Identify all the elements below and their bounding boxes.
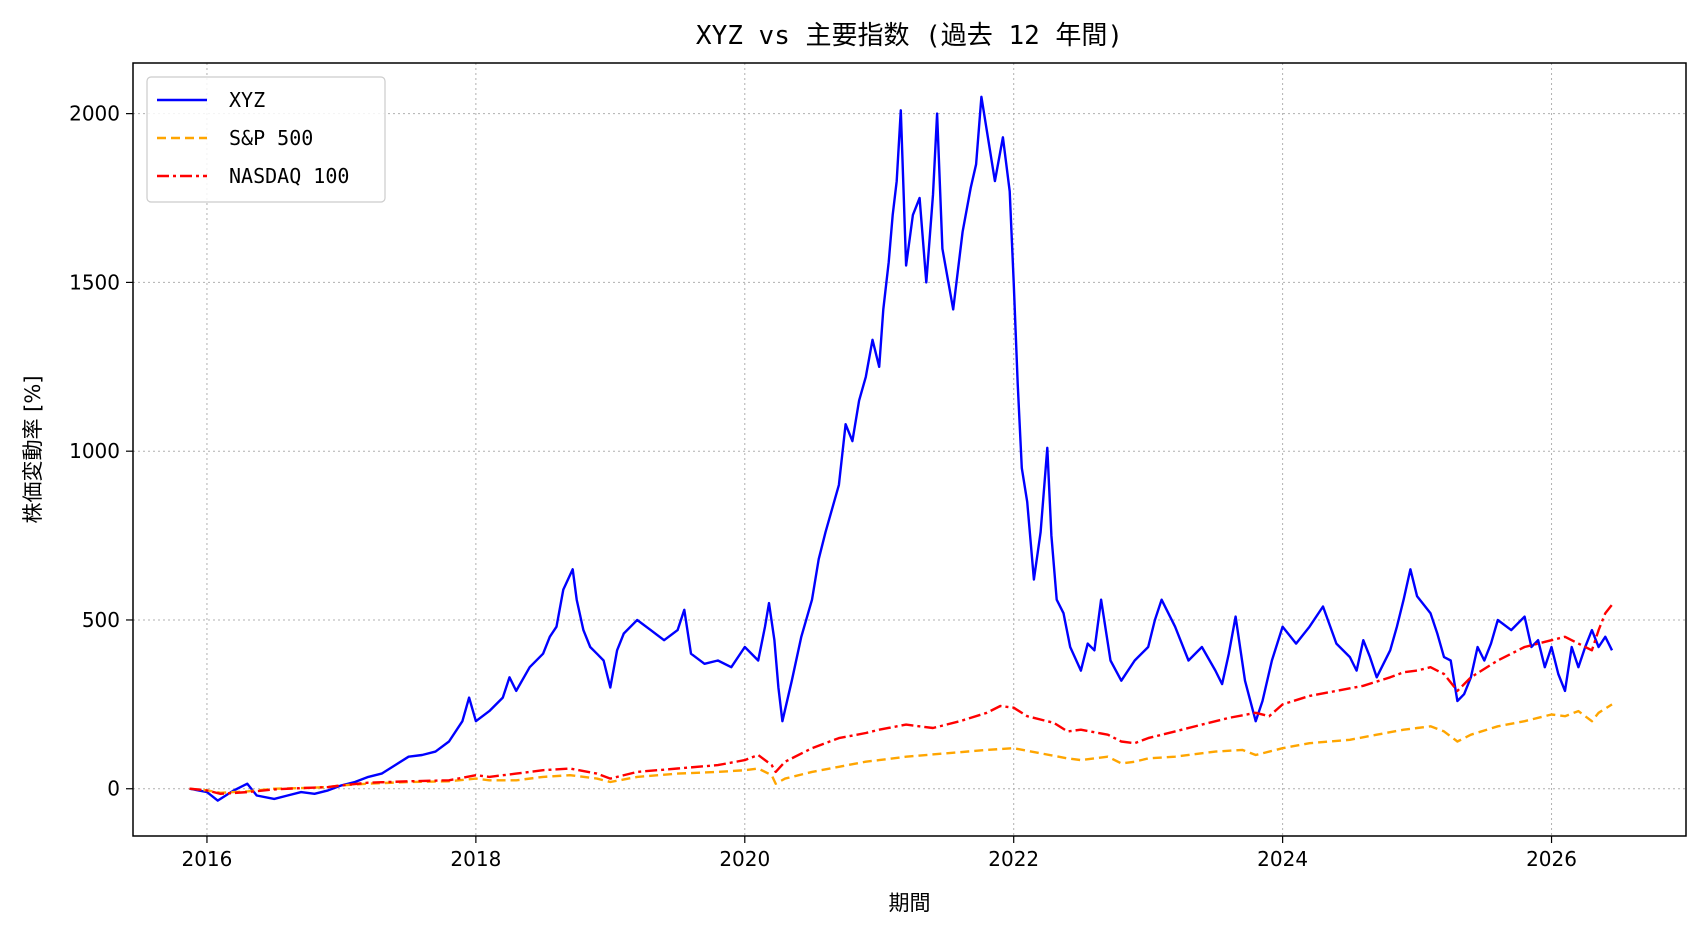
axis-ticks: 2016 2018 2020 2022 2024 2026 0 500 1000 1500 2000 — [69, 102, 1577, 871]
y-tick-label: 1500 — [69, 270, 120, 294]
y-axis-label: 株価変動率 [%] — [21, 375, 45, 523]
x-tick-label: 2026 — [1526, 847, 1577, 871]
legend-label: NASDAQ 100 — [229, 164, 349, 188]
legend-box — [146, 76, 386, 203]
y-tick-label: 1000 — [69, 439, 120, 463]
x-tick-label: 2024 — [1257, 847, 1308, 871]
series-line-xyz — [189, 95, 1614, 802]
legend-label: XYZ — [229, 88, 265, 112]
grid — [133, 63, 1686, 836]
y-tick-label: 0 — [107, 777, 120, 801]
y-tick-label: 2000 — [69, 102, 120, 126]
series-line-s-p-500 — [189, 703, 1613, 794]
x-tick-label: 2016 — [181, 847, 232, 871]
x-tick-label: 2020 — [719, 847, 770, 871]
x-tick-label: 2018 — [450, 847, 501, 871]
legend: XYZ S&P 500 NASDAQ 100 — [146, 76, 386, 203]
legend-label: S&P 500 — [229, 126, 313, 150]
x-axis-label: 期間 — [889, 891, 931, 915]
series-line-nasdaq-100 — [189, 604, 1613, 795]
y-tick-label: 500 — [82, 608, 120, 632]
chart-title: XYZ vs 主要指数 (過去 12 年間) — [696, 21, 1123, 51]
plot-frame — [132, 62, 1687, 837]
series-lines — [189, 95, 1614, 802]
x-tick-label: 2022 — [988, 847, 1039, 871]
